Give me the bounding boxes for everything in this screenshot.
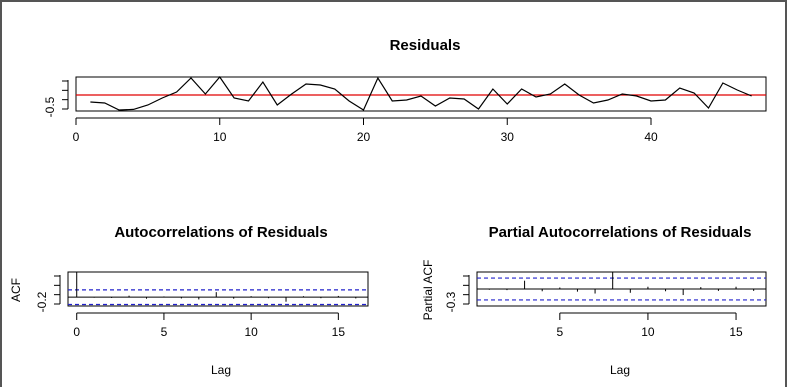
acf-x-tick-label: 10 bbox=[244, 325, 258, 339]
pacf-ylabel: Partial ACF bbox=[421, 260, 435, 321]
acf-x-tick-label: 15 bbox=[332, 325, 346, 339]
acf-ylabel: ACF bbox=[9, 278, 23, 302]
pacf-x-tick-label: 10 bbox=[641, 325, 655, 339]
pacf-x-tick-label: 5 bbox=[556, 325, 563, 339]
residuals-x-tick-label: 20 bbox=[357, 130, 371, 144]
acf-panel: Autocorrelations of Residuals Lag ACF 0 5… bbox=[9, 224, 369, 377]
acf-x-tick-label: 0 bbox=[73, 325, 80, 339]
acf-plot-box bbox=[67, 271, 369, 307]
pacf-title: Partial Autocorrelations of Residuals bbox=[489, 224, 752, 241]
acf-title: Autocorrelations of Residuals bbox=[114, 224, 327, 241]
residuals-x-tick-label: 30 bbox=[501, 130, 515, 144]
pacf-panel: Partial Autocorrelations of Residuals La… bbox=[421, 224, 767, 377]
pacf-y-tick-label: -0.3 bbox=[444, 291, 458, 312]
residuals-panel: Residuals 0 10 20 30 40 -0.5 bbox=[43, 37, 767, 144]
residuals-x-tick-label: 10 bbox=[213, 130, 227, 144]
acf-x-tick-label: 5 bbox=[161, 325, 168, 339]
pacf-x-tick-label: 15 bbox=[729, 325, 743, 339]
acf-xlabel: Lag bbox=[211, 363, 231, 377]
residuals-series-line bbox=[90, 76, 752, 111]
pacf-xlabel: Lag bbox=[610, 363, 630, 377]
residuals-title: Residuals bbox=[390, 37, 461, 54]
acf-y-tick-label: -0.2 bbox=[35, 291, 49, 312]
residuals-plot-box bbox=[75, 76, 767, 112]
residuals-x-tick-label: 40 bbox=[644, 130, 658, 144]
residuals-y-tick-label: -0.5 bbox=[43, 96, 57, 117]
residuals-x-tick-label: 0 bbox=[73, 130, 80, 144]
